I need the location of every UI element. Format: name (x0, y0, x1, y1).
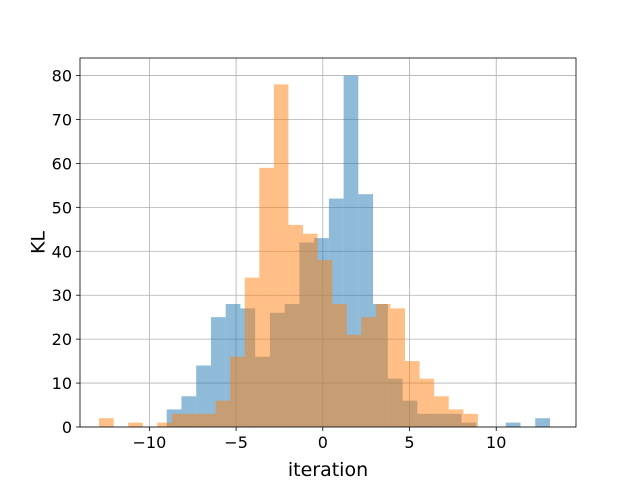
y-axis-ticks: 0 10 20 30 40 50 60 70 80 (52, 67, 80, 437)
y-tick-label: 80 (52, 67, 72, 86)
y-tick-label: 30 (52, 286, 72, 305)
y-tick-label: 20 (52, 330, 72, 349)
y-tick-label: 10 (52, 374, 72, 393)
plot-frame (79, 57, 577, 428)
histogram-bar-series-1 (196, 365, 211, 427)
histogram-bar-series-2 (332, 304, 347, 427)
histogram-bar-series-2 (288, 224, 304, 427)
histogram-bar-series-2 (448, 409, 464, 427)
histogram-bar-series-2 (317, 260, 333, 427)
histogram-bar-series-2 (419, 378, 435, 427)
histogram-bar-series-2 (273, 84, 289, 427)
histogram-bar-series-2 (244, 277, 260, 427)
histogram-bar-series-2 (259, 167, 274, 428)
y-tick-label: 50 (52, 198, 72, 217)
y-axis-label: KL (28, 231, 50, 254)
x-tick-label: 0 (318, 433, 328, 452)
histogram-bar-series-2 (361, 317, 376, 427)
histogram-bars (99, 75, 550, 428)
y-tick-label: 40 (52, 242, 72, 261)
histogram-bar-series-2 (201, 413, 216, 427)
histogram-bar-series-1 (535, 418, 550, 427)
histogram-bar-series-2 (463, 413, 478, 427)
histogram-bar-series-2 (157, 422, 172, 427)
histogram-bar-series-1 (210, 317, 226, 427)
histogram-bar-series-2 (99, 418, 114, 427)
y-tick-label: 0 (62, 418, 72, 437)
histogram-bar-series-2 (128, 422, 143, 427)
y-tick-label: 60 (52, 154, 72, 173)
histogram-bar-series-2 (346, 334, 362, 427)
histogram-bar-series-2 (434, 396, 449, 427)
x-tick-label: 10 (486, 433, 506, 452)
x-tick-label: −5 (224, 433, 248, 452)
histogram-bar-series-2 (186, 413, 202, 427)
x-tick-label: −10 (132, 433, 166, 452)
y-tick-label: 70 (52, 111, 72, 130)
histogram-bar-series-2 (171, 413, 187, 427)
x-tick-label: 5 (404, 433, 414, 452)
histogram-bar-series-2 (390, 308, 406, 427)
x-axis-label: iteration (288, 459, 368, 480)
x-axis-ticks: −10 −5 0 5 10 (132, 427, 506, 452)
histogram-bar-series-2 (215, 400, 231, 427)
histogram-bar-series-2 (375, 304, 391, 427)
histogram-bar-series-2 (303, 233, 318, 427)
histogram-bar-series-1 (505, 422, 521, 427)
histogram-bar-series-2 (405, 361, 420, 427)
histogram-bar-series-2 (230, 356, 245, 427)
